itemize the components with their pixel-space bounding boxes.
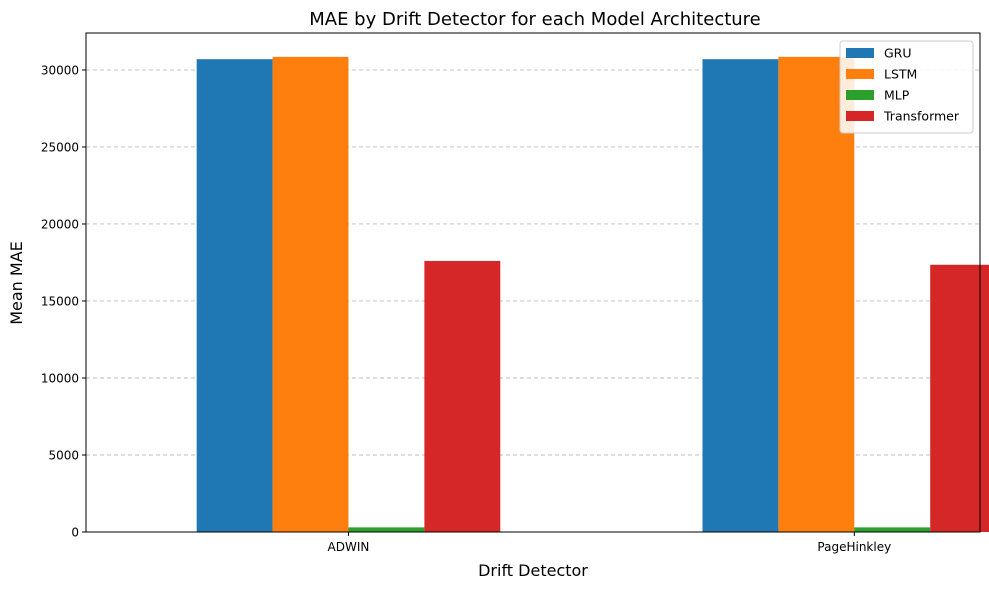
y-tick-label: 15000 <box>41 294 79 308</box>
legend-label-mlp: MLP <box>884 88 910 103</box>
legend-swatch-transformer <box>846 111 874 121</box>
legend-swatch-mlp <box>846 90 874 100</box>
legend-label-lstm: LSTM <box>884 67 917 82</box>
x-tick-label: ADWIN <box>328 540 370 554</box>
legend-label-transformer: Transformer <box>883 109 960 124</box>
y-tick-label: 25000 <box>41 140 79 154</box>
x-axis: ADWIN PageHinkley <box>328 532 891 554</box>
bar-lstm-adwin <box>272 56 349 532</box>
legend-label-gru: GRU <box>884 46 912 61</box>
bar-gru-pagehinkley <box>702 59 779 532</box>
x-axis-label: Drift Detector <box>478 561 588 580</box>
bar-transformer-pagehinkley <box>930 264 989 532</box>
y-tick-label: 5000 <box>48 448 79 462</box>
bar-gru-adwin <box>196 59 273 532</box>
bar-lstm-pagehinkley <box>778 56 855 532</box>
y-axis: 0 5000 10000 15000 20000 25000 30000 <box>41 63 86 540</box>
bar-transformer-adwin <box>424 260 501 532</box>
plot-frame <box>85 32 981 533</box>
x-tick-label: PageHinkley <box>817 540 891 554</box>
y-tick-label: 20000 <box>41 217 79 231</box>
legend-swatch-lstm <box>846 69 874 79</box>
y-tick-label: 30000 <box>41 63 79 77</box>
legend-swatch-gru <box>846 48 874 58</box>
legend: GRU LSTM MLP Transformer <box>839 40 974 134</box>
y-axis-label: Mean MAE <box>7 241 26 325</box>
y-tick-label: 10000 <box>41 371 79 385</box>
chart-title: MAE by Drift Detector for each Model Arc… <box>309 9 761 30</box>
bar-mlp-pagehinkley <box>854 527 931 532</box>
bars <box>196 56 989 532</box>
y-tick-label: 0 <box>71 526 79 540</box>
bar-mlp-adwin <box>348 527 425 532</box>
legend-box <box>839 40 974 134</box>
